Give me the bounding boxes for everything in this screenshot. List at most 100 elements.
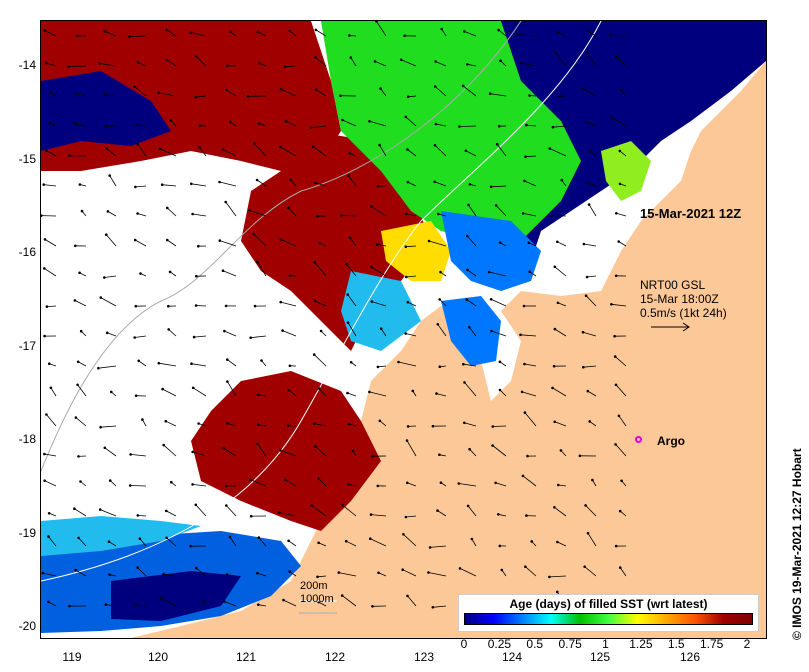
current-vector	[616, 212, 627, 217]
current-vector-head	[225, 88, 228, 92]
current-vector-head	[461, 362, 465, 366]
current-vector-head	[368, 120, 371, 123]
lime-region	[601, 141, 651, 201]
current-vector-head	[588, 420, 591, 423]
current-vector-head	[371, 454, 374, 458]
current-vector	[137, 213, 147, 217]
current-vector	[586, 121, 597, 127]
current-vector-head	[42, 183, 46, 186]
green-region	[321, 21, 581, 251]
current-vector	[219, 181, 237, 187]
current-vector	[618, 241, 627, 247]
credit-label: © IMOS 19-Mar-2021 12:27 Hobart	[790, 448, 804, 640]
current-vector	[491, 185, 507, 188]
current-vector	[258, 424, 267, 427]
longitude-tick-label: 119	[62, 650, 82, 664]
current-vector-head	[376, 184, 380, 188]
current-vector-head	[226, 380, 229, 383]
current-vector-head	[159, 596, 163, 600]
current-vector	[225, 201, 237, 217]
current-vector-head	[279, 145, 282, 149]
current-vector-head	[586, 389, 590, 393]
current-vector	[587, 390, 597, 397]
current-vector	[77, 384, 87, 397]
current-vector	[439, 299, 447, 307]
current-vector-head	[258, 61, 261, 65]
current-vector-head	[108, 479, 112, 482]
current-vector	[459, 125, 477, 127]
current-vector	[192, 387, 207, 397]
current-vector-head	[617, 414, 621, 418]
current-vector	[166, 29, 177, 37]
current-vector	[290, 179, 297, 187]
current-vector-head	[582, 242, 586, 246]
current-vector-head	[439, 270, 442, 274]
current-vector-head	[585, 51, 589, 54]
current-vector-head	[439, 481, 443, 485]
current-vector-head	[194, 304, 198, 307]
current-vector	[224, 601, 237, 607]
current-vector-head	[369, 205, 373, 208]
current-vector-head	[97, 366, 100, 370]
current-vector	[528, 242, 537, 247]
current-vector-head	[551, 386, 554, 390]
current-vector-head	[198, 124, 202, 127]
old-sst-region-south	[191, 371, 381, 531]
current-vector	[167, 239, 177, 247]
current-vector-head	[317, 387, 321, 390]
longitude-tick-label: 123	[413, 650, 435, 664]
current-vector-head	[433, 144, 437, 147]
current-vector-head	[376, 365, 380, 369]
current-vector	[190, 32, 207, 37]
current-vector	[466, 299, 477, 307]
current-vector	[226, 89, 237, 97]
current-vector-head	[135, 123, 138, 126]
current-vector	[104, 275, 117, 278]
current-vector	[224, 330, 237, 337]
current-vector	[227, 381, 237, 397]
current-vector	[464, 422, 477, 427]
current-vector-head	[43, 267, 46, 270]
current-vector-head	[136, 514, 140, 517]
current-vector-head	[48, 362, 51, 366]
current-vector-head	[225, 504, 228, 507]
current-vector-head	[368, 390, 371, 394]
current-vector	[407, 482, 417, 487]
current-vector-head	[433, 180, 436, 184]
current-vector-head	[226, 421, 229, 425]
current-vector-head	[309, 126, 313, 130]
current-vector	[557, 32, 567, 37]
current-vector-head	[464, 149, 468, 153]
current-vector	[44, 30, 57, 37]
current-vector	[166, 59, 177, 67]
current-vector-head	[379, 327, 383, 331]
current-vector	[158, 362, 177, 367]
current-vector-head	[105, 147, 108, 150]
current-vector	[408, 95, 417, 98]
current-vector	[46, 414, 57, 427]
argo-marker-icon[interactable]	[635, 436, 642, 443]
current-vectors	[41, 21, 627, 609]
current-vector-head	[198, 145, 201, 149]
map-frame[interactable]	[40, 20, 767, 639]
current-vector-head	[368, 537, 372, 540]
current-vector	[554, 421, 567, 427]
depth-1000-label: 1000m	[300, 593, 334, 605]
current-vector-head	[246, 95, 250, 98]
current-vector	[136, 124, 147, 127]
current-vector	[407, 181, 417, 187]
current-vector	[139, 538, 147, 547]
current-vector	[134, 335, 147, 338]
current-vector-head	[465, 62, 469, 66]
current-vector-head	[530, 540, 534, 543]
current-vector	[434, 145, 447, 157]
current-vector-head	[45, 305, 49, 308]
current-vector	[199, 146, 207, 157]
current-vector	[257, 394, 267, 397]
current-vector-head	[404, 515, 408, 519]
current-vector-head	[170, 480, 173, 484]
current-vector-head	[348, 236, 352, 240]
current-vector	[288, 540, 297, 547]
current-vector-head	[377, 571, 380, 575]
current-vector	[159, 148, 177, 157]
